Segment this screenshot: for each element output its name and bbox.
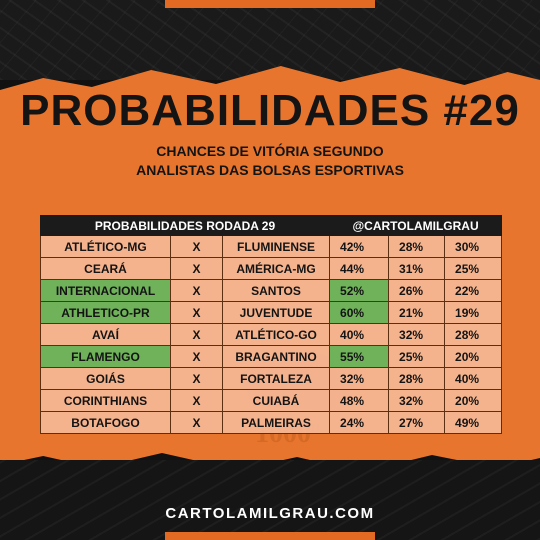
draw-pct-cell: 32% [388, 323, 446, 346]
home-team-cell: ATLÉTICO-MG [40, 235, 171, 258]
home-win-pct-cell: 42% [329, 235, 390, 258]
probabilities-table: PROBABILIDADES RODADA 29 @CARTOLAMILGRAU… [39, 215, 503, 434]
table-header-right: @CARTOLAMILGRAU [329, 215, 503, 236]
table-row: ATHLETICO-PR X JUVENTUDE 60% 21% 19% [40, 301, 503, 324]
versus-cell: X [170, 389, 223, 412]
away-team-cell: BRAGANTINO [221, 345, 331, 368]
away-team-cell: AMÉRICA-MG [221, 257, 331, 280]
table-row: BOTAFOGO X PALMEIRAS 24% 27% 49% [40, 411, 503, 434]
table-header-row: PROBABILIDADES RODADA 29 @CARTOLAMILGRAU [39, 215, 503, 236]
versus-cell: X [170, 345, 223, 368]
subtitle: CHANCES DE VITÓRIA SEGUNDO ANALISTAS DAS… [0, 142, 540, 180]
away-team-cell: SANTOS [221, 279, 331, 302]
home-win-pct-cell: 40% [329, 323, 390, 346]
away-team-cell: PALMEIRAS [221, 411, 331, 434]
draw-pct-cell: 31% [388, 257, 446, 280]
home-team-cell: ATHLETICO-PR [40, 301, 171, 324]
away-win-pct-cell: 20% [444, 345, 503, 368]
table-row: CORINTHIANS X CUIABÁ 48% 32% 20% [40, 389, 503, 412]
away-team-cell: JUVENTUDE [221, 301, 331, 324]
versus-cell: X [170, 279, 223, 302]
home-win-pct-cell: 44% [329, 257, 390, 280]
away-win-pct-cell: 22% [444, 279, 503, 302]
draw-pct-cell: 28% [388, 235, 446, 258]
home-team-cell: FLAMENGO [40, 345, 171, 368]
table-row: ATLÉTICO-MG X FLUMINENSE 42% 28% 30% [40, 235, 503, 258]
home-win-pct-cell: 55% [329, 345, 390, 368]
away-team-cell: FLUMINENSE [221, 235, 331, 258]
home-win-pct-cell: 60% [329, 301, 390, 324]
home-win-pct-cell: 48% [329, 389, 390, 412]
dark-top-background [0, 0, 540, 80]
table-row: GOIÁS X FORTALEZA 32% 28% 40% [40, 367, 503, 390]
away-team-cell: FORTALEZA [221, 367, 331, 390]
table-row: CEARÁ X AMÉRICA-MG 44% 31% 25% [40, 257, 503, 280]
draw-pct-cell: 27% [388, 411, 446, 434]
away-win-pct-cell: 19% [444, 301, 503, 324]
versus-cell: X [170, 257, 223, 280]
draw-pct-cell: 25% [388, 345, 446, 368]
away-win-pct-cell: 25% [444, 257, 503, 280]
home-team-cell: CEARÁ [40, 257, 171, 280]
footer-site: CARTOLAMILGRAU.COM [165, 505, 375, 522]
table-row: INTERNACIONAL X SANTOS 52% 26% 22% [40, 279, 503, 302]
away-team-cell: ATLÉTICO-GO [221, 323, 331, 346]
home-win-pct-cell: 32% [329, 367, 390, 390]
versus-cell: X [170, 301, 223, 324]
away-win-pct-cell: 28% [444, 323, 503, 346]
away-win-pct-cell: 49% [444, 411, 503, 434]
home-team-cell: AVAÍ [40, 323, 171, 346]
table-row: AVAÍ X ATLÉTICO-GO 40% 32% 28% [40, 323, 503, 346]
home-win-pct-cell: 52% [329, 279, 390, 302]
versus-cell: X [170, 411, 223, 434]
draw-pct-cell: 26% [388, 279, 446, 302]
table-body: PROBABILIDADES RODADA 29 @CARTOLAMILGRAU… [39, 215, 503, 434]
home-team-cell: GOIÁS [40, 367, 171, 390]
dark-bottom-background [0, 460, 540, 540]
versus-cell: X [170, 235, 223, 258]
top-orange-stripe [165, 0, 375, 8]
table-header-left: PROBABILIDADES RODADA 29 [39, 215, 331, 236]
subtitle-line-1: CHANCES DE VITÓRIA SEGUNDO [156, 143, 384, 159]
versus-cell: X [170, 367, 223, 390]
away-win-pct-cell: 20% [444, 389, 503, 412]
table-row: FLAMENGO X BRAGANTINO 55% 25% 20% [40, 345, 503, 368]
home-team-cell: INTERNACIONAL [40, 279, 171, 302]
draw-pct-cell: 21% [388, 301, 446, 324]
away-win-pct-cell: 30% [444, 235, 503, 258]
home-team-cell: CORINTHIANS [40, 389, 171, 412]
bottom-orange-stripe [165, 532, 375, 540]
versus-cell: X [170, 323, 223, 346]
home-win-pct-cell: 24% [329, 411, 390, 434]
draw-pct-cell: 32% [388, 389, 446, 412]
page-title: PROBABILIDADES #29 [20, 86, 520, 135]
away-team-cell: CUIABÁ [221, 389, 331, 412]
home-team-cell: BOTAFOGO [40, 411, 171, 434]
draw-pct-cell: 28% [388, 367, 446, 390]
subtitle-line-2: ANALISTAS DAS BOLSAS ESPORTIVAS [136, 162, 404, 178]
away-win-pct-cell: 40% [444, 367, 503, 390]
